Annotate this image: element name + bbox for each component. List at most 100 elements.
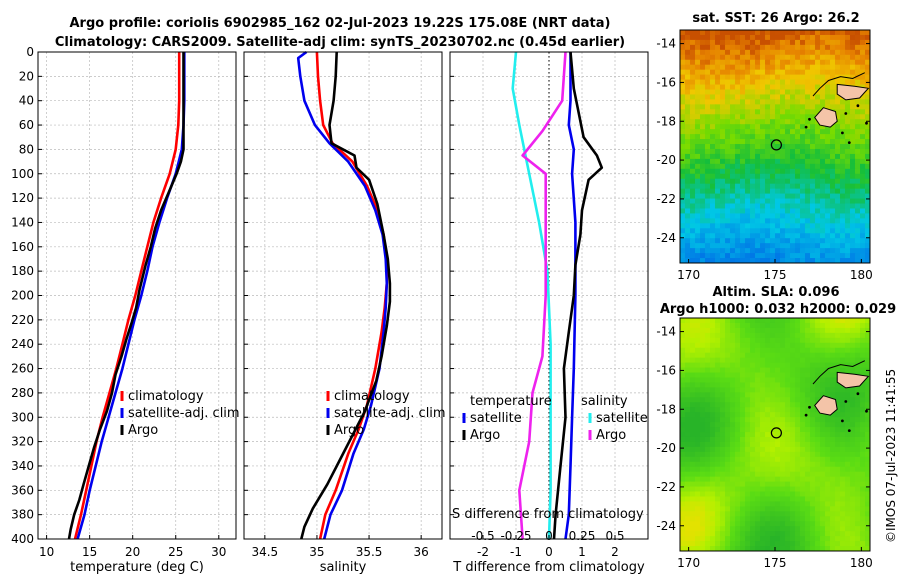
heatmap-cell xyxy=(770,412,776,418)
heatmap-cell xyxy=(815,476,821,483)
heatmap-cell xyxy=(745,436,751,443)
heatmap-cell xyxy=(850,531,856,537)
sla-map-ticks: 170 175 180-14-16-18-20-22-24 xyxy=(656,325,872,570)
heatmap-cell xyxy=(720,119,726,125)
island-vanua-levu xyxy=(836,83,870,101)
heatmap-cell xyxy=(735,39,741,46)
heatmap-cell xyxy=(830,168,836,175)
heatmap-cell xyxy=(720,89,726,96)
heatmap-cell xyxy=(805,144,811,150)
heatmap-cell xyxy=(795,352,801,359)
heatmap-cell xyxy=(785,49,791,56)
heatmap-cell xyxy=(800,153,806,160)
heatmap-cell xyxy=(790,521,796,527)
heatmap-cell xyxy=(760,511,766,517)
heatmap-cell xyxy=(805,74,811,81)
heatmap-cell xyxy=(695,168,701,175)
heatmap-cell xyxy=(720,74,726,81)
heatmap-cell xyxy=(725,476,731,483)
heatmap-cell xyxy=(680,491,686,498)
heatmap-cell xyxy=(695,402,701,408)
heatmap-cell xyxy=(825,446,831,453)
heatmap-cell xyxy=(735,168,741,175)
heatmap-cell xyxy=(840,531,846,537)
heatmap-cell xyxy=(760,322,766,329)
heatmap-cell xyxy=(795,392,801,398)
heatmap-cell xyxy=(815,461,821,468)
heatmap-cell xyxy=(740,134,746,140)
heatmap-cell xyxy=(750,94,756,101)
heatmap-cell xyxy=(755,178,761,185)
x-tick-label: 25 xyxy=(168,545,183,559)
heatmap-cell xyxy=(760,89,766,96)
heatmap-cell xyxy=(805,377,811,384)
heatmap-cell xyxy=(690,84,696,91)
heatmap-cell xyxy=(835,158,841,165)
heatmap-cell xyxy=(755,342,761,349)
heatmap-cell xyxy=(750,496,756,503)
heatmap-cell xyxy=(820,198,826,205)
heatmap-cell xyxy=(680,183,686,190)
heatmap-cell xyxy=(855,139,861,145)
heatmap-cell xyxy=(705,34,711,41)
heatmap-cell xyxy=(710,30,716,36)
heatmap-cell xyxy=(780,228,786,234)
heatmap-cell xyxy=(855,124,861,130)
heatmap-cell xyxy=(745,34,751,41)
heatmap-cell xyxy=(750,322,756,329)
heatmap-cell xyxy=(860,357,866,364)
heatmap-cell xyxy=(715,109,721,115)
heatmap-cell xyxy=(700,441,706,448)
heatmap-cell xyxy=(860,461,866,468)
heatmap-cell xyxy=(830,456,836,463)
heatmap-cell xyxy=(740,427,746,433)
heatmap-cell xyxy=(745,456,751,463)
heatmap-cell xyxy=(735,451,741,458)
heatmap-cell xyxy=(840,506,846,512)
heatmap-cell xyxy=(710,64,716,71)
heatmap-cell xyxy=(795,427,801,433)
heatmap-cell xyxy=(865,451,870,458)
heatmap-cell xyxy=(840,59,846,66)
heatmap-cell xyxy=(685,30,691,36)
heatmap-cell xyxy=(860,541,866,547)
heatmap-cell xyxy=(685,64,691,71)
heatmap-cell xyxy=(725,243,731,249)
heatmap-cell xyxy=(860,104,866,110)
heatmap-cell xyxy=(685,218,691,224)
heatmap-cell xyxy=(800,203,806,210)
heatmap-cell xyxy=(810,79,816,86)
heatmap-cell xyxy=(840,501,846,507)
heatmap-cell xyxy=(835,491,841,498)
heatmap-cell xyxy=(735,119,741,125)
heatmap-cell xyxy=(725,89,731,96)
heatmap-cell xyxy=(845,109,851,115)
heatmap-cell xyxy=(845,526,851,532)
heatmap-cell xyxy=(715,228,721,234)
heatmap-cell xyxy=(695,471,701,478)
heatmap-cell xyxy=(860,491,866,498)
heatmap-cell xyxy=(690,501,696,507)
heatmap-cell xyxy=(680,198,686,205)
heatmap-cell xyxy=(830,69,836,76)
heatmap-cell xyxy=(810,432,816,438)
heatmap-cell xyxy=(775,531,781,537)
small-island xyxy=(847,141,851,145)
heatmap-cell xyxy=(785,531,791,537)
heatmap-cell xyxy=(750,253,756,259)
heatmap-cell xyxy=(820,158,826,165)
heatmap-cell xyxy=(760,318,766,324)
heatmap-cell xyxy=(705,367,711,374)
heatmap-cell xyxy=(680,243,686,249)
heatmap-cell xyxy=(805,153,811,160)
heatmap-cell xyxy=(810,183,816,190)
heatmap-cell xyxy=(680,446,686,453)
heatmap-cell xyxy=(845,79,851,86)
heatmap-cell xyxy=(785,99,791,105)
heatmap-cell xyxy=(830,213,836,219)
heatmap-cell xyxy=(690,451,696,458)
heatmap-cell xyxy=(680,223,686,229)
heatmap-cell xyxy=(810,427,816,433)
heatmap-cell xyxy=(775,173,781,180)
heatmap-cell xyxy=(710,417,716,423)
